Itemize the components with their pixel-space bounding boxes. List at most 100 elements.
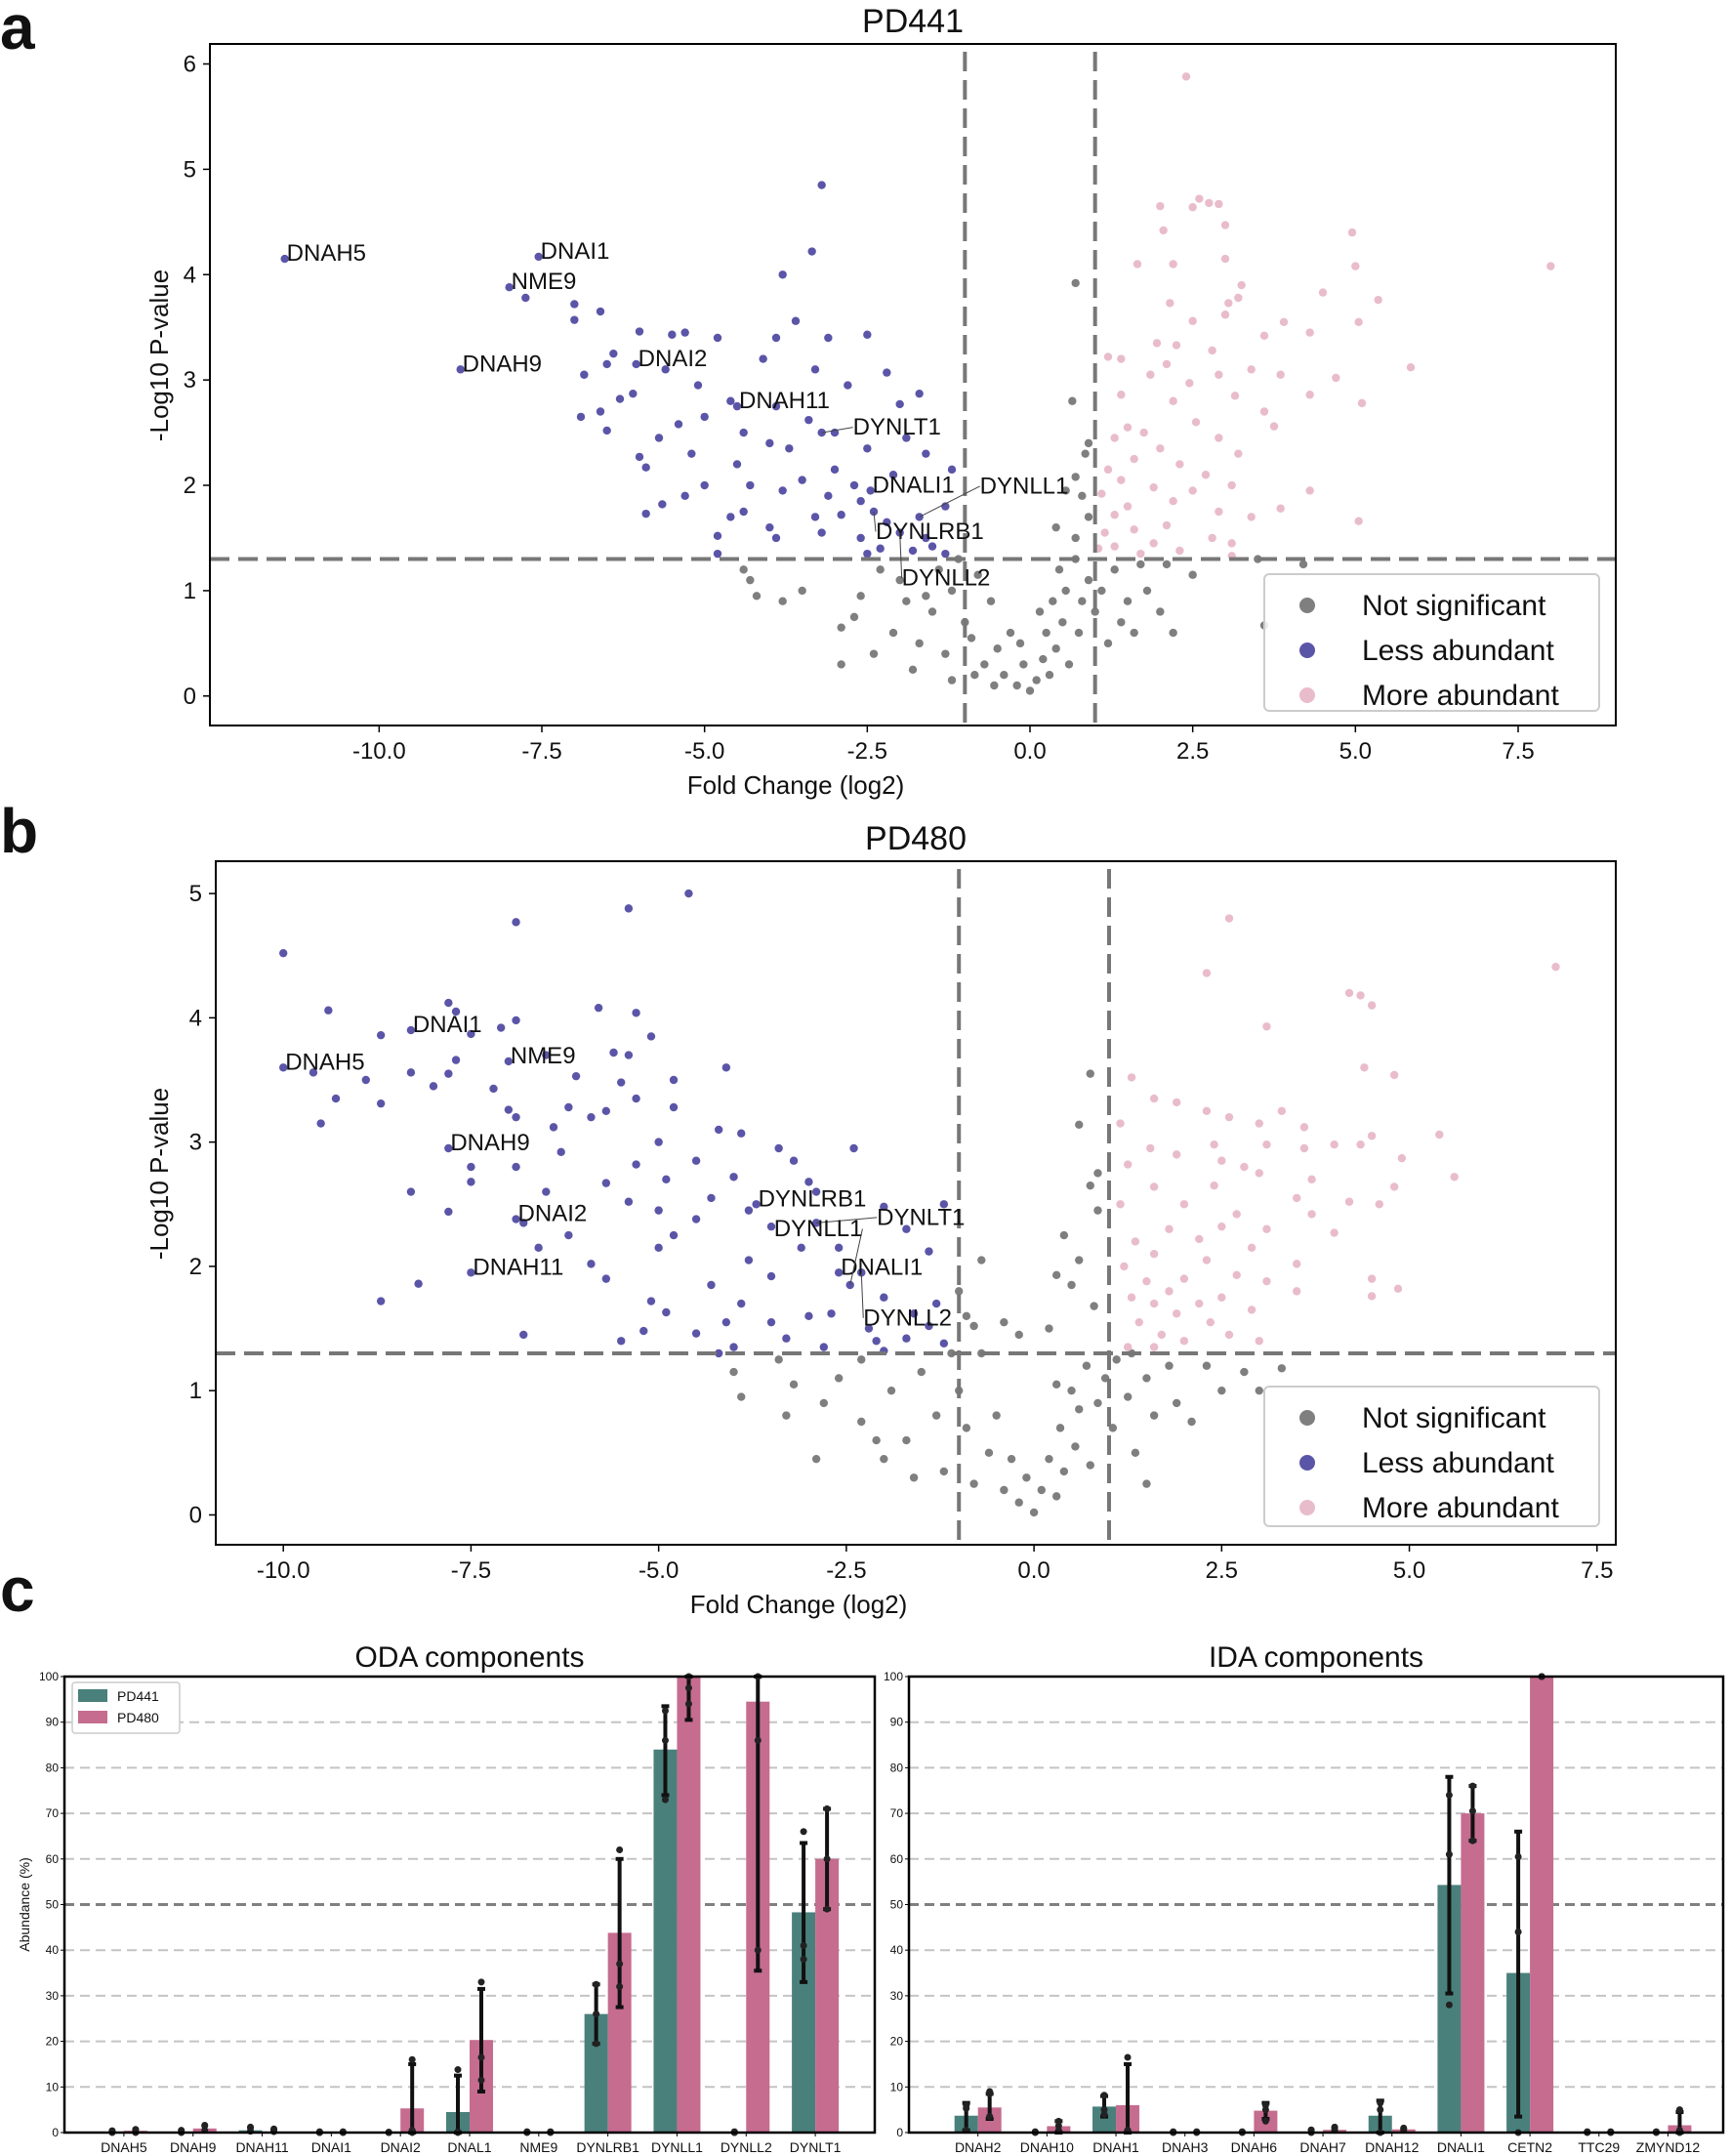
x-tick-label: -7.5 [521,738,561,765]
point-less-abundant [721,1063,731,1072]
point-more-abundant [1110,434,1119,442]
point-not-significant [947,1348,956,1358]
replicate-point [1400,2124,1408,2132]
point-more-abundant [1546,262,1555,270]
point-less-abundant [789,1156,799,1165]
point-not-significant [1051,644,1060,653]
point-not-significant [1090,1302,1098,1310]
point-less-abundant [785,444,794,453]
point-more-abundant [1255,1119,1263,1128]
point-less-abundant [691,1329,701,1338]
scatter-points [279,889,1560,1517]
point-less-abundant [866,486,875,495]
point-not-significant [1169,628,1177,638]
point-more-abundant [1330,1228,1339,1237]
point-less-abundant [729,1343,738,1351]
gene-label: DNALI1 [873,472,955,498]
point-more-abundant [1172,1098,1181,1107]
point-not-significant [1142,1374,1151,1383]
point-less-abundant [414,1279,423,1288]
point-less-abundant [632,1009,640,1017]
point-not-significant [1188,570,1197,579]
point-less-abundant [824,491,833,501]
gene-label: DNAH9 [463,351,542,377]
y-tick-label: 2 [184,473,196,499]
point-less-abundant [279,948,288,958]
replicate-point [616,1960,624,1968]
point-not-significant [902,597,911,605]
plot-title: ODA components [354,1641,584,1674]
point-more-abundant [1389,1182,1399,1191]
point-more-abundant [1103,352,1113,361]
point-less-abundant [732,401,742,411]
point-not-significant [1117,618,1126,627]
point-not-significant [927,607,937,616]
point-less-abundant [632,359,640,369]
point-less-abundant [280,254,289,264]
point-less-abundant [512,1215,520,1223]
y-tick-label: 3 [184,367,196,394]
point-more-abundant [1202,969,1212,977]
y-tick-label: 70 [890,1806,904,1820]
point-more-abundant [1179,1200,1189,1209]
point-less-abundant [580,370,589,379]
point-not-significant [1298,560,1308,569]
point-less-abundant [521,293,530,303]
point-less-abundant [361,1075,370,1085]
point-more-abundant [1305,328,1314,337]
point-less-abundant [778,270,787,279]
legend-label: Not significant [1362,1402,1546,1434]
point-more-abundant [1240,1162,1249,1172]
legend-marker [1299,687,1315,703]
point-more-abundant [1232,1270,1241,1280]
plot-frame [215,860,1617,1546]
point-more-abundant [1156,444,1165,453]
category-label: TTC29 [1578,2139,1620,2155]
point-less-abundant [635,327,644,336]
point-less-abundant [602,426,611,435]
point-less-abundant [662,1307,671,1317]
point-less-abundant [834,1268,844,1277]
replicate-point [593,2040,600,2048]
point-not-significant [1086,1461,1094,1470]
point-not-significant [1255,1386,1263,1395]
point-more-abundant [1159,226,1168,235]
legend-marker [1299,598,1315,613]
point-not-significant [857,1355,866,1364]
point-less-abundant [931,1299,941,1308]
point-less-abundant [902,434,911,442]
point-not-significant [1067,1386,1076,1395]
point-more-abundant [1551,962,1560,972]
y-tick-label: 20 [890,2035,904,2049]
point-less-abundant [863,330,872,339]
point-less-abundant [564,1102,573,1112]
gene-label: DYNLT1 [877,1204,965,1230]
point-not-significant [739,565,748,574]
gene-label: DNAI1 [413,1012,482,1038]
point-not-significant [1006,628,1015,638]
point-less-abundant [376,1030,386,1040]
y-axis-label: Abundance (%) [17,1857,32,1952]
replicate-point [1445,1850,1453,1858]
point-less-abundant [778,486,787,495]
point-not-significant [1142,586,1152,596]
point-less-abundant [594,1003,603,1013]
y-tick-label: 60 [890,1852,904,1866]
point-less-abundant [331,1094,341,1103]
replicate-point [1100,2106,1108,2114]
point-less-abundant [519,1330,528,1340]
gene-label: DYNLL2 [863,1305,952,1331]
category-label: DNALI1 [1437,2139,1485,2155]
point-less-abundant [451,1056,461,1064]
gene-label: NME9 [511,1043,576,1069]
point-not-significant [1277,1364,1287,1373]
point-more-abundant [1149,482,1158,492]
point-less-abundant [791,316,801,325]
replicate-point [1377,2099,1384,2107]
point-less-abundant [451,1007,461,1016]
point-less-abundant [713,333,722,343]
point-not-significant [856,592,865,601]
point-not-significant [1093,1398,1102,1408]
gene-label: DNAI1 [541,238,610,265]
point-not-significant [1086,1069,1094,1078]
